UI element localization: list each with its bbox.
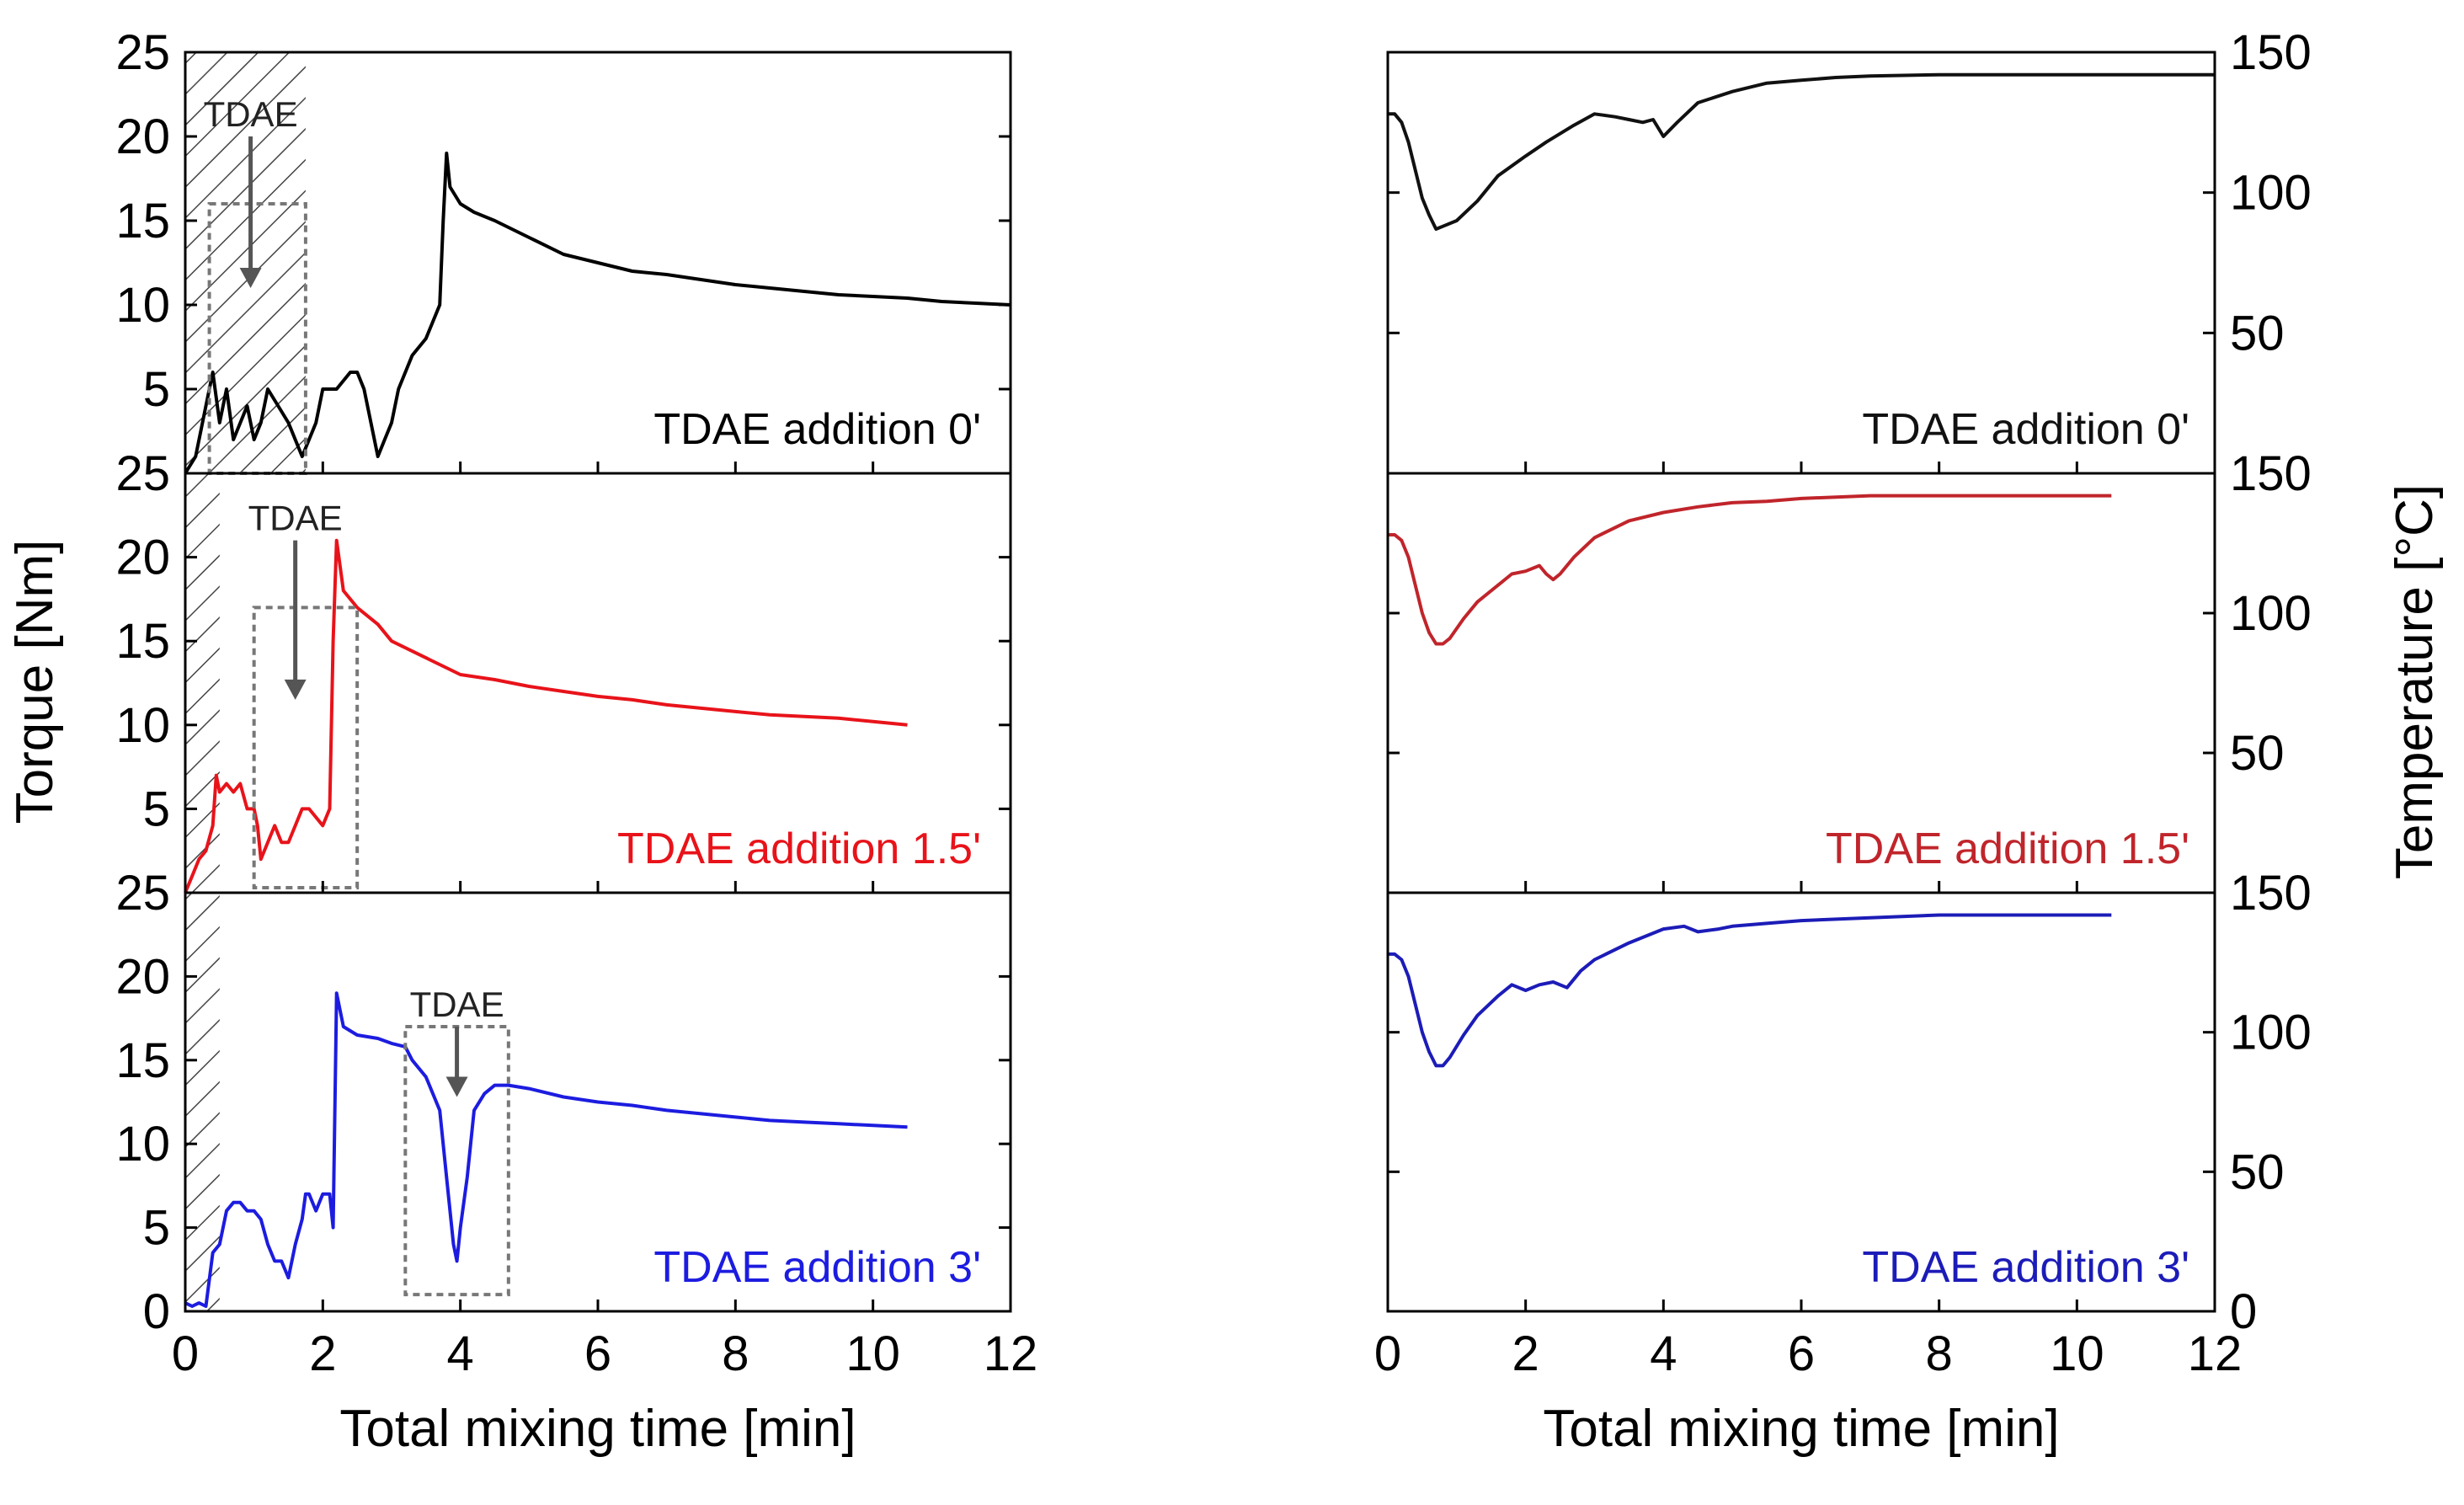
y-tick-label: 10 (115, 1117, 170, 1171)
y-tick-label: 100 (2230, 586, 2312, 641)
y-tick-label: 5 (143, 1201, 170, 1256)
y-tick-label: 10 (115, 698, 170, 753)
y-tick-label: 50 (2230, 726, 2285, 781)
y-tick-label: 25 (115, 25, 170, 80)
x-tick-label: 8 (1926, 1326, 1953, 1381)
x-tick-label: 12 (984, 1326, 1038, 1381)
hatched-region (185, 473, 220, 893)
panel-annotation: TDAE addition 1.5' (1826, 825, 2189, 873)
tdae-arrow-head (445, 1076, 468, 1097)
series-line (184, 152, 1011, 475)
panel-1-2: 150 100 50 0 TDAE addition 3' (1386, 866, 2312, 1339)
y-axis-title: Torque [Nm] (6, 540, 64, 825)
y-tick-label: 15 (115, 1033, 170, 1088)
y-tick-label: 10 (115, 278, 170, 333)
y-tick-label: 25 (115, 446, 170, 501)
y-tick-label: 25 (115, 866, 170, 921)
x-tick-label: 12 (2188, 1326, 2243, 1381)
y-tick-label: 150 (2230, 446, 2312, 501)
tdae-arrow-head (284, 679, 307, 700)
panel-0-0: TDAE 25 20 15 10 5 TDAE addition 0' (115, 25, 1012, 475)
x-tick-label: 10 (2050, 1326, 2104, 1381)
x-tick-label: 0 (172, 1326, 199, 1381)
y-tick-label: 5 (143, 362, 170, 417)
tdae-arrow-label: TDAE (248, 499, 343, 538)
x-axis-title: Total mixing time [min] (339, 1400, 856, 1458)
x-tick-label: 10 (845, 1326, 900, 1381)
y-tick-label: 20 (115, 531, 170, 585)
y-tick-label: 0 (2230, 1284, 2257, 1339)
x-tick-label: 2 (309, 1326, 336, 1381)
panel-annotation: TDAE addition 3' (1862, 1243, 2189, 1292)
panel-0-1: TDAE 25 20 15 10 5 TDAE addition 1.5' (115, 446, 1012, 894)
y-tick-label: 100 (2230, 1006, 2312, 1060)
y-tick-label: 15 (115, 194, 170, 248)
tdae-arrow-label: TDAE (204, 94, 298, 134)
y-tick-label: 20 (115, 949, 170, 1004)
panel-annotation: TDAE addition 3' (653, 1243, 981, 1292)
y-tick-label: 5 (143, 782, 170, 836)
panel-0-2: TDAE 25 20 15 10 5 0 TDAE addition 3' (115, 866, 1012, 1339)
x-tick-label: 0 (1374, 1326, 1401, 1381)
x-tick-label: 4 (447, 1326, 474, 1381)
x-tick-label: 6 (1788, 1326, 1815, 1381)
y-tick-label: 15 (115, 614, 170, 669)
series-line (184, 991, 908, 1308)
series-line (1388, 913, 2112, 1068)
y-axis-title: Temperature [°C] (2386, 484, 2444, 879)
series-line (1388, 494, 2112, 646)
panel-annotation: TDAE addition 1.5' (617, 825, 981, 873)
y-tick-label: 50 (2230, 306, 2285, 360)
panel-1-0: 150 100 50 TDAE addition 0' (1386, 25, 2312, 475)
y-tick-label: 150 (2230, 866, 2312, 921)
panel-annotation: TDAE addition 0' (653, 405, 981, 454)
x-tick-label: 8 (722, 1326, 749, 1381)
panel-annotation: TDAE addition 0' (1862, 405, 2189, 454)
x-tick-label: 6 (584, 1326, 611, 1381)
x-axis-title: Total mixing time [min] (1543, 1400, 2059, 1458)
hatched-region (185, 893, 220, 1311)
tdae-arrow-head (239, 268, 262, 288)
y-tick-label: 150 (2230, 25, 2312, 80)
series-line (184, 538, 908, 894)
y-tick-label: 0 (143, 1284, 170, 1339)
x-tick-label: 2 (1512, 1326, 1539, 1381)
tdae-dashed-box (252, 606, 360, 890)
x-tick-label: 4 (1650, 1326, 1677, 1381)
panel-1-1: 150 100 50 TDAE addition 1.5' (1386, 446, 2312, 894)
y-tick-label: 50 (2230, 1145, 2285, 1199)
series-line (1388, 72, 2215, 231)
y-tick-label: 100 (2230, 166, 2312, 221)
y-tick-label: 20 (115, 109, 170, 164)
tdae-arrow-label: TDAE (410, 985, 504, 1024)
